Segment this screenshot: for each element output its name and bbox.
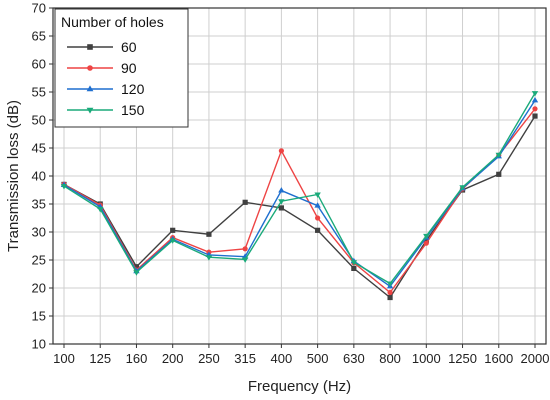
legend-label: 90 [121, 60, 137, 76]
x-tick-label: 250 [198, 351, 220, 366]
x-tick-label: 1600 [484, 351, 513, 366]
legend-label: 120 [121, 81, 145, 97]
data-point [423, 237, 429, 243]
y-tick-label: 35 [32, 197, 46, 212]
data-point [169, 238, 176, 244]
data-point [459, 185, 466, 191]
data-point [205, 255, 213, 261]
x-tick-label: 630 [343, 351, 365, 366]
x-tick-label: 400 [271, 351, 293, 366]
data-point [242, 246, 248, 252]
data-point [278, 205, 284, 211]
data-point [278, 187, 285, 193]
data-point [314, 202, 321, 208]
data-point [423, 240, 429, 246]
legend-title: Number of holes [61, 14, 164, 30]
data-point [241, 257, 249, 263]
data-point [496, 171, 502, 177]
data-point [315, 227, 321, 233]
series-line-90 [63, 108, 536, 294]
data-point [60, 184, 68, 190]
y-tick-label: 50 [32, 113, 46, 128]
data-point [387, 289, 393, 296]
legend-item-60: 60 [67, 39, 137, 55]
legend: Number of holes 60 90 120 150 [54, 8, 189, 128]
y-tick-label: 15 [32, 309, 46, 324]
x-tick-label: 2000 [521, 351, 550, 366]
data-point [242, 199, 248, 205]
y-tick-label: 45 [32, 141, 46, 156]
x-tick-label: 800 [379, 351, 401, 366]
data-point [351, 265, 357, 271]
data-point [423, 233, 430, 240]
data-point [531, 97, 539, 103]
data-point [387, 294, 393, 301]
axes: 10 15 20 25 30 35 40 45 50 55 60 65 70 100 125 160 200 25… [32, 1, 550, 367]
data-point [170, 227, 176, 233]
data-point [133, 270, 140, 276]
y-tick-label: 30 [32, 225, 46, 240]
data-point [350, 260, 358, 266]
data-point [314, 192, 321, 198]
y-axis-title: Transmission loss (dB) [5, 100, 22, 252]
y-tick-label: 60 [32, 57, 46, 72]
data-point [278, 148, 284, 154]
y-tick-label: 25 [32, 253, 46, 268]
legend-item-120: 120 [67, 81, 145, 97]
legend-label: 60 [121, 39, 137, 55]
data-point [97, 207, 104, 213]
x-tick-label: 125 [89, 351, 111, 366]
legend-swatch-marker [87, 44, 93, 50]
data-point [495, 152, 502, 159]
series-line-150 [63, 92, 536, 285]
x-tick-label: 100 [53, 351, 75, 366]
y-tick-label: 10 [32, 337, 46, 352]
data-point [315, 215, 321, 221]
series-150 [60, 91, 539, 287]
series-line-120 [63, 100, 536, 288]
legend-swatch-marker [86, 107, 94, 114]
data-point [386, 281, 394, 287]
legend-item-90: 90 [67, 60, 137, 76]
y-tick-label: 65 [32, 29, 46, 44]
series-group [60, 91, 539, 301]
legend-label: 150 [121, 102, 145, 118]
x-tick-label: 1000 [412, 351, 441, 366]
legend-swatch-marker [86, 85, 94, 92]
x-tick-label: 500 [307, 351, 329, 366]
series-60 [61, 113, 538, 301]
x-tick-label: 1250 [448, 351, 477, 366]
y-tick-label: 70 [32, 1, 46, 16]
legend-swatch-marker [87, 65, 93, 71]
x-axis-title: Frequency (Hz) [248, 378, 351, 395]
data-point [532, 113, 538, 119]
x-tick-label: 160 [126, 351, 148, 366]
legend-item-150: 150 [67, 102, 145, 118]
data-point [532, 106, 538, 112]
x-tick-label: 315 [234, 351, 256, 366]
y-tick-label: 55 [32, 85, 46, 100]
data-point [531, 91, 539, 97]
y-tick-label: 20 [32, 281, 46, 296]
y-tick-label: 40 [32, 169, 46, 184]
x-tick-label: 200 [162, 351, 184, 366]
data-point [278, 199, 285, 205]
data-point [133, 264, 140, 270]
data-point [206, 231, 212, 237]
